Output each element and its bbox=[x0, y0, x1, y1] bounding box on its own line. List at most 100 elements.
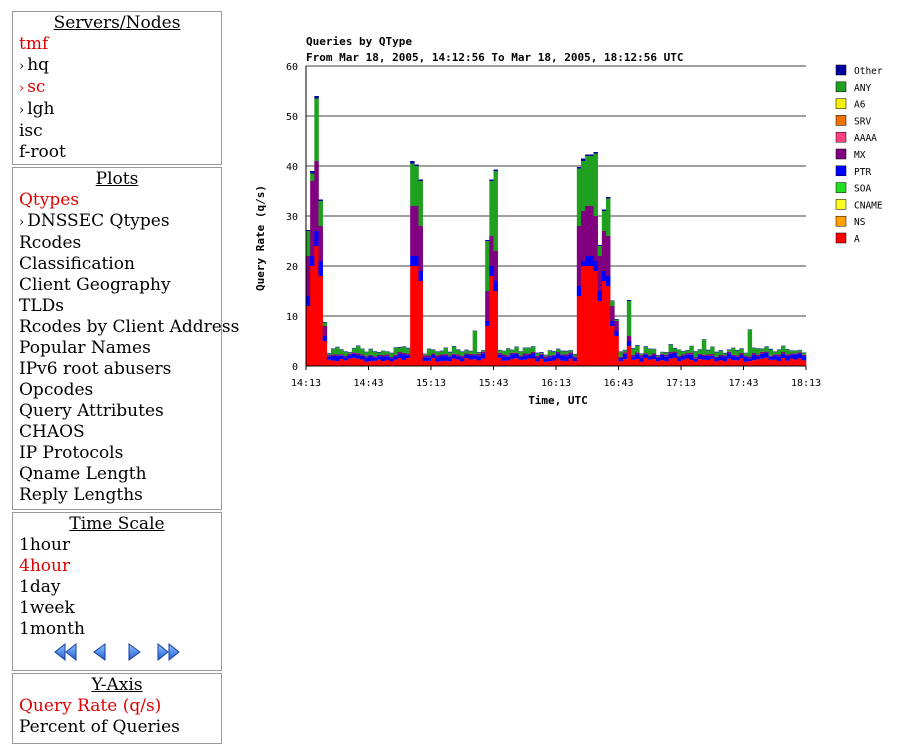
bar-segment-ptr bbox=[318, 261, 323, 276]
bar-segment-mx bbox=[756, 354, 761, 357]
bar-segment-any bbox=[606, 198, 611, 236]
rewind-icon[interactable] bbox=[53, 642, 79, 662]
bar-segment-mx bbox=[760, 351, 765, 354]
bar-segment-a bbox=[493, 291, 498, 366]
bar-segment-mx bbox=[660, 353, 665, 355]
plot-item[interactable]: Qname Length bbox=[19, 464, 221, 485]
back-icon[interactable] bbox=[87, 642, 113, 662]
bar-segment-other bbox=[572, 353, 578, 355]
bar-segment-a bbox=[635, 359, 640, 366]
bar-segment-any bbox=[314, 98, 319, 161]
bar-segment-any bbox=[372, 351, 378, 357]
bar-segment-any bbox=[797, 350, 803, 353]
bar-segment-mx bbox=[572, 356, 578, 358]
bar-segment-mx bbox=[389, 357, 394, 359]
bar-segment-a bbox=[364, 361, 369, 366]
bar-segment-ptr bbox=[689, 354, 694, 361]
bar-segment-other bbox=[764, 346, 769, 347]
bar-segment-other bbox=[618, 351, 623, 353]
plot-item[interactable]: Client Geography bbox=[19, 275, 221, 296]
bar-segment-ptr bbox=[376, 356, 382, 360]
yaxis-item[interactable]: Percent of Queries bbox=[19, 717, 221, 738]
bar-segment-any bbox=[343, 351, 348, 356]
legend-label: NS bbox=[854, 217, 866, 228]
plot-item[interactable]: Popular Names bbox=[19, 338, 221, 359]
bar-segment-mx bbox=[735, 355, 740, 357]
bar-segment-any bbox=[326, 353, 332, 356]
bar-segment-mx bbox=[589, 206, 594, 256]
server-item[interactable]: isc bbox=[19, 121, 221, 142]
timescale-item[interactable]: 1month bbox=[19, 619, 221, 640]
timescale-item[interactable]: 4hour bbox=[19, 556, 221, 577]
plot-item[interactable]: IP Protocols bbox=[19, 443, 221, 464]
plot-item-label: CHAOS bbox=[19, 422, 85, 442]
server-item[interactable]: › sc bbox=[19, 77, 221, 99]
forward-icon[interactable] bbox=[121, 642, 147, 662]
plot-item[interactable]: Rcodes by Client Address bbox=[19, 317, 239, 338]
bar-segment-any bbox=[547, 350, 553, 356]
legend-swatch bbox=[835, 81, 847, 93]
bar-segment-ptr bbox=[518, 356, 523, 360]
yaxis-item[interactable]: Query Rate (q/s) bbox=[19, 696, 221, 717]
expand-arrow-icon: › bbox=[19, 103, 25, 118]
bar-segment-any bbox=[726, 350, 732, 352]
bar-segment-a bbox=[422, 360, 428, 366]
bar-segment-other bbox=[718, 350, 723, 351]
timescale-item[interactable]: 1week bbox=[19, 598, 221, 619]
bar-segment-any bbox=[389, 353, 394, 358]
bar-segment-mx bbox=[472, 354, 478, 356]
bar-segment-ptr bbox=[776, 356, 782, 361]
bar-segment-any bbox=[706, 350, 711, 355]
bar-segment-mx bbox=[335, 354, 340, 356]
legend-swatch bbox=[835, 232, 847, 244]
bar-segment-a bbox=[426, 360, 432, 366]
timescale-item-label: 1week bbox=[19, 598, 75, 618]
plot-item[interactable]: Rcodes bbox=[19, 233, 221, 254]
server-item[interactable]: f-root bbox=[19, 142, 221, 163]
plot-item[interactable]: TLDs bbox=[19, 296, 221, 317]
bar-segment-mx bbox=[685, 353, 690, 355]
server-item[interactable]: › hq bbox=[19, 55, 221, 77]
bar-segment-ptr bbox=[701, 356, 707, 360]
bar-segment-a bbox=[639, 361, 644, 366]
timescale-item[interactable]: 1day bbox=[19, 577, 221, 598]
plot-item[interactable]: IPv6 root abusers bbox=[19, 359, 221, 380]
bar-segment-any bbox=[518, 351, 523, 356]
bar-segment-ptr bbox=[535, 357, 540, 362]
server-item[interactable]: tmf bbox=[19, 34, 221, 55]
bar-segment-other bbox=[760, 348, 765, 350]
plot-item[interactable]: › DNSSEC Qtypes bbox=[19, 211, 221, 233]
bar-segment-ptr bbox=[493, 281, 498, 291]
plot-item[interactable]: Query Attributes bbox=[19, 401, 221, 422]
bar-segment-any bbox=[722, 353, 728, 356]
bar-segment-ptr bbox=[368, 355, 373, 362]
bar-segment-other bbox=[368, 348, 373, 350]
server-item[interactable]: › lgh bbox=[19, 99, 221, 121]
bar-segment-any bbox=[306, 231, 311, 256]
bar-segment-any bbox=[339, 349, 344, 355]
bar-segment-a bbox=[314, 246, 319, 366]
bar-segment-mx bbox=[476, 353, 482, 356]
bar-segment-mx bbox=[360, 354, 365, 356]
plot-item[interactable]: Qtypes bbox=[19, 190, 221, 211]
bar-segment-any bbox=[764, 346, 769, 352]
bar-segment-a bbox=[431, 358, 436, 366]
bar-segment-ptr bbox=[339, 355, 344, 359]
bar-segment-any bbox=[439, 351, 444, 355]
fast-forward-icon[interactable] bbox=[155, 642, 181, 662]
timescale-item[interactable]: 1hour bbox=[19, 535, 221, 556]
bar-segment-other bbox=[539, 352, 544, 353]
legend-label: SRV bbox=[854, 116, 871, 127]
plot-item[interactable]: Opcodes bbox=[19, 380, 221, 401]
plot-item[interactable]: Reply Lengths bbox=[19, 485, 221, 506]
bar-segment-ptr bbox=[485, 321, 490, 326]
bar-segment-other bbox=[410, 161, 415, 164]
bar-segment-a bbox=[718, 360, 723, 366]
bar-segment-ptr bbox=[531, 353, 536, 359]
plot-item[interactable]: CHAOS bbox=[19, 422, 221, 443]
bar-segment-ptr bbox=[468, 355, 473, 360]
plot-item[interactable]: Classification bbox=[19, 254, 221, 275]
bar-segment-mx bbox=[714, 356, 719, 358]
bar-segment-any bbox=[660, 352, 665, 354]
bar-segment-mx bbox=[431, 353, 436, 356]
